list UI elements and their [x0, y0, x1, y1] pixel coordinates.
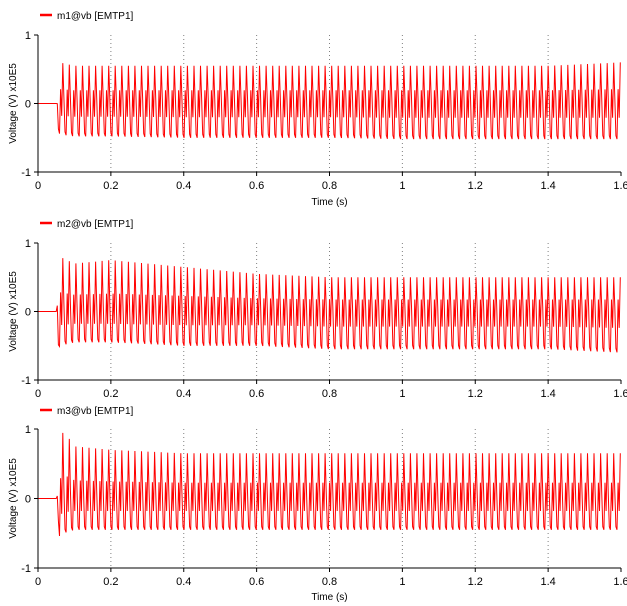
x-tick-label: 1.2: [468, 180, 483, 192]
x-tick-label: 0: [35, 388, 41, 400]
legend-label: m1@vb [EMTP1]: [57, 11, 134, 22]
legend-label: m2@vb [EMTP1]: [57, 219, 134, 230]
y-tick-label: 1: [25, 238, 31, 250]
y-axis-label: Voltage (V) x10E5: [8, 458, 19, 539]
chart-panel-2: m2@vb [EMTP1] 0 0.2 0.4 0.6 0.8 1 1.2 1.4 1.6 -1 0 1…: [8, 219, 627, 400]
x-tick-label: 0.8: [322, 180, 337, 192]
x-tick-label: 0.2: [103, 180, 118, 192]
x-tick-label: 0.4: [176, 180, 191, 192]
y-tick-label: -1: [21, 375, 31, 387]
y-tick-label: 1: [25, 424, 31, 436]
x-axis-label: Time (s): [311, 592, 347, 603]
x-tick-label: 1.2: [468, 388, 483, 400]
x-tick-label: 0.8: [322, 576, 337, 588]
x-tick-label: 0: [35, 576, 41, 588]
x-tick-label: 1.6: [613, 180, 627, 192]
x-tick-label: 0.4: [176, 576, 191, 588]
x-tick-label: 0.6: [249, 576, 264, 588]
x-tick-label: 1.4: [540, 576, 555, 588]
legend: m1@vb [EMTP1]: [40, 11, 134, 22]
y-tick-label: -1: [21, 563, 31, 575]
y-tick-label: 0: [25, 99, 31, 111]
y-tick-label: -1: [21, 167, 31, 179]
x-tick-label: 0.8: [322, 388, 337, 400]
x-tick-label: 0.6: [249, 180, 264, 192]
x-tick-label: 1.2: [468, 576, 483, 588]
x-tick-label: 0.2: [103, 576, 118, 588]
y-tick-label: 0: [25, 307, 31, 319]
x-tick-label: 0.4: [176, 388, 191, 400]
y-tick-label: 0: [25, 494, 31, 506]
series-line: [38, 432, 621, 537]
y-axis-label: Voltage (V) x10E5: [8, 271, 19, 352]
y-tick-label: 1: [25, 30, 31, 42]
x-tick-label: 1.6: [613, 388, 627, 400]
x-tick-label: 1: [399, 180, 405, 192]
x-tick-label: 1: [399, 388, 405, 400]
x-tick-label: 0: [35, 180, 41, 192]
series-line: [38, 62, 621, 140]
x-tick-label: 0.2: [103, 388, 118, 400]
x-tick-label: 1.6: [613, 576, 627, 588]
legend: m3@vb [EMTP1]: [40, 406, 134, 417]
x-tick-label: 1.4: [540, 388, 555, 400]
x-axis-label: Time (s): [311, 197, 347, 208]
legend: m2@vb [EMTP1]: [40, 219, 134, 230]
x-tick-label: 0.6: [249, 388, 264, 400]
chart-panel-3: m3@vb [EMTP1] 0 0.2 0.4 0.6 0.8 1 1.2 1.4 1.6 -1 0 1…: [8, 406, 627, 603]
series-line: [38, 258, 621, 353]
chart-panel-1: m1@vb [EMTP1] 0 0.2 0.4 0.6 0.8 1 1.2 1.4 1.6 -1 0 1…: [8, 11, 627, 208]
legend-label: m3@vb [EMTP1]: [57, 406, 134, 417]
y-axis-label: Voltage (V) x10E5: [8, 63, 19, 144]
x-tick-label: 1.4: [540, 180, 555, 192]
x-tick-label: 1: [399, 576, 405, 588]
